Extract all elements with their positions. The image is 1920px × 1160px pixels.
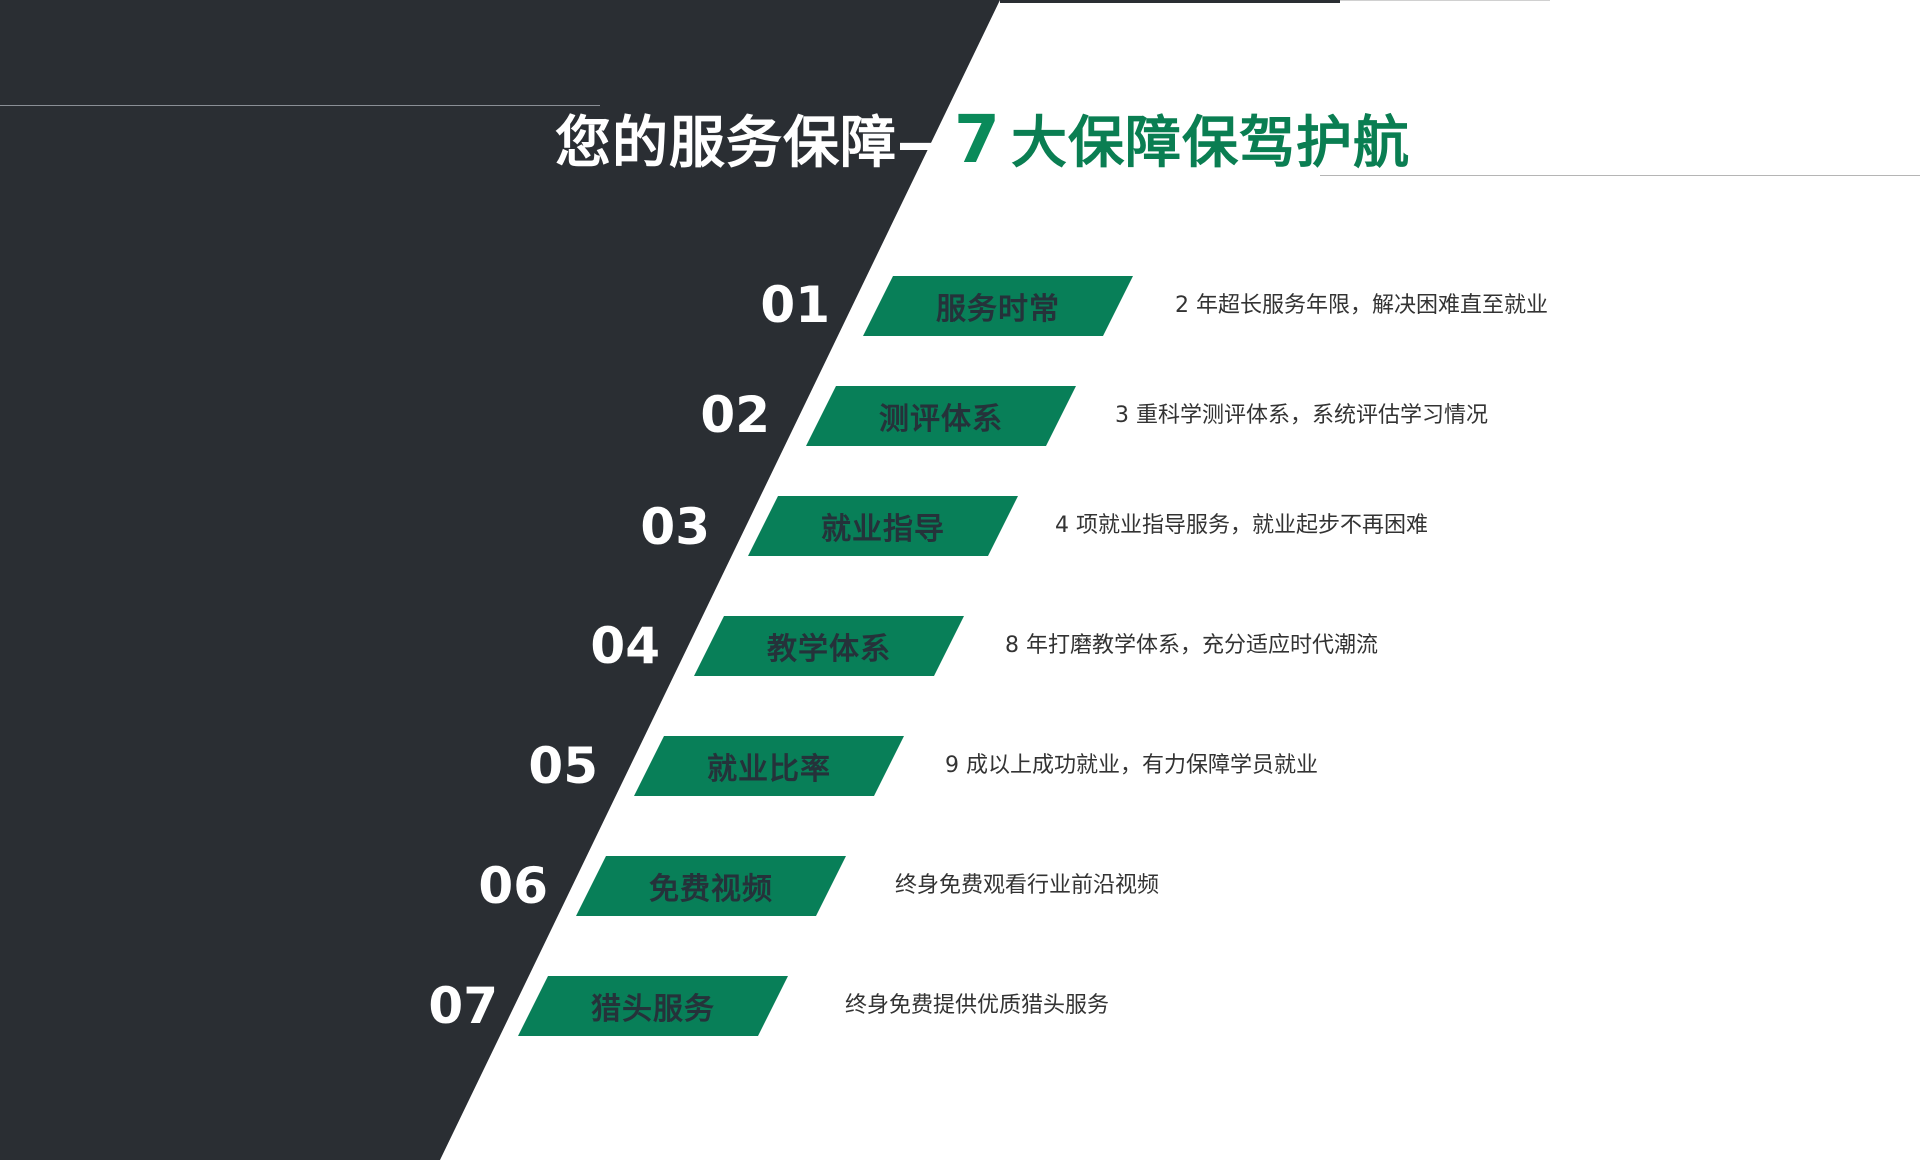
decorative-top-strip-light	[1340, 0, 1550, 1]
item-number: 02	[700, 386, 770, 444]
item-description: 9 成以上成功就业，有力保障学员就业	[945, 753, 1318, 778]
page-title: 您的服务保障—7 大保障保驾护航	[555, 100, 1410, 184]
item-description: 3 重科学测评体系，系统评估学习情况	[1115, 403, 1488, 428]
item-tag: 测评体系	[806, 386, 1076, 446]
item-tag: 就业比率	[634, 736, 904, 796]
item-tag: 就业指导	[748, 496, 1018, 556]
item-description: 终身免费观看行业前沿视频	[895, 873, 1160, 898]
decorative-top-strip	[1000, 0, 1340, 3]
item-tag: 免费视频	[576, 856, 846, 916]
title-green-part: 大保障保驾护航	[1010, 111, 1410, 176]
item-tag-label: 服务时常	[936, 292, 1060, 327]
item-description: 2 年超长服务年限，解决困难直至就业	[1175, 293, 1548, 318]
item-description: 4 项就业指导服务，就业起步不再困难	[1055, 513, 1428, 538]
item-tag-label: 教学体系	[767, 632, 891, 667]
item-tag: 教学体系	[694, 616, 964, 676]
item-number: 01	[760, 276, 830, 334]
item-tag-label: 免费视频	[649, 872, 773, 907]
item-number: 04	[590, 617, 660, 675]
item-tag-label: 就业指导	[821, 512, 945, 547]
item-number: 05	[528, 737, 598, 795]
title-number: 7	[954, 101, 1001, 178]
item-tag-label: 猎头服务	[591, 992, 715, 1027]
item-number: 07	[428, 977, 498, 1035]
item-tag-label: 测评体系	[879, 402, 1003, 437]
title-white-part: 您的服务保障—	[555, 111, 954, 176]
decorative-line-right	[1320, 175, 1920, 176]
item-tag: 猎头服务	[518, 976, 788, 1036]
decorative-line-left	[0, 105, 600, 106]
item-number: 03	[640, 498, 710, 556]
item-tag-label: 就业比率	[707, 752, 831, 787]
item-tag: 服务时常	[863, 276, 1133, 336]
item-description: 终身免费提供优质猎头服务	[845, 993, 1110, 1018]
item-number: 06	[478, 857, 548, 915]
item-description: 8 年打磨教学体系，充分适应时代潮流	[1005, 633, 1378, 658]
